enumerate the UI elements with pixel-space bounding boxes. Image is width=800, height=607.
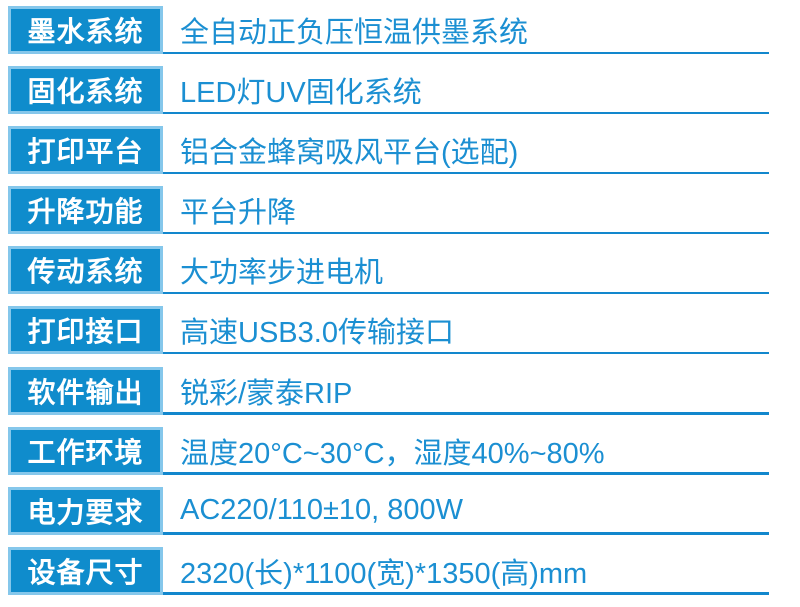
row-divider bbox=[163, 51, 769, 54]
spec-row-ink-system: 墨水系统 全自动正负压恒温供墨系统 bbox=[8, 6, 800, 66]
spec-row-software-output: 软件输出 锐彩/蒙泰RIP bbox=[8, 366, 800, 427]
spec-label: 工作环境 bbox=[8, 426, 163, 475]
spec-value: AC220/110±10, 800W bbox=[180, 494, 464, 527]
spec-label: 软件输出 bbox=[8, 366, 163, 415]
spec-row-print-interface: 打印接口 高速USB3.0传输接口 bbox=[8, 306, 800, 366]
row-divider bbox=[163, 412, 769, 415]
spec-label: 打印接口 bbox=[8, 306, 163, 355]
spec-table: 墨水系统 全自动正负压恒温供墨系统 固化系统 LED灯UV固化系统 打印平台 铝… bbox=[8, 6, 800, 607]
spec-value: 大功率步进电机 bbox=[180, 257, 384, 290]
spec-value: 铝合金蜂窝吸风平台(选配) bbox=[180, 137, 519, 170]
spec-row-working-environment: 工作环境 温度20°C~30°C，湿度40%~80% bbox=[8, 426, 800, 487]
spec-row-power-requirement: 电力要求 AC220/110±10, 800W bbox=[8, 486, 800, 547]
spec-value: 高速USB3.0传输接口 bbox=[180, 317, 454, 350]
spec-row-curing-system: 固化系统 LED灯UV固化系统 bbox=[8, 66, 800, 126]
row-divider bbox=[163, 111, 769, 115]
spec-value: 全自动正负压恒温供墨系统 bbox=[180, 17, 529, 49]
spec-value: 平台升降 bbox=[180, 197, 297, 230]
spec-row-drive-system: 传动系统 大功率步进电机 bbox=[8, 246, 800, 306]
spec-label: 电力要求 bbox=[8, 486, 163, 535]
spec-label: 升降功能 bbox=[8, 186, 163, 235]
spec-value: LED灯UV固化系统 bbox=[180, 77, 422, 110]
row-divider bbox=[163, 231, 769, 235]
row-divider bbox=[163, 532, 769, 535]
spec-value: 锐彩/蒙泰RIP bbox=[180, 377, 353, 410]
spec-value: 温度20°C~30°C，湿度40%~80% bbox=[180, 437, 605, 470]
spec-value: 2320(长)*1100(宽)*1350(高)mm bbox=[180, 557, 588, 590]
row-divider bbox=[163, 291, 769, 295]
spec-label: 打印平台 bbox=[8, 126, 163, 175]
spec-row-lift-function: 升降功能 平台升降 bbox=[8, 186, 800, 246]
spec-row-machine-dimensions: 设备尺寸 2320(长)*1100(宽)*1350(高)mm bbox=[8, 546, 800, 607]
spec-label: 墨水系统 bbox=[8, 6, 163, 54]
spec-label: 设备尺寸 bbox=[8, 546, 163, 595]
spec-label: 传动系统 bbox=[8, 246, 163, 295]
spec-label: 固化系统 bbox=[8, 66, 163, 115]
spec-row-print-platform: 打印平台 铝合金蜂窝吸风平台(选配) bbox=[8, 126, 800, 186]
row-divider bbox=[163, 171, 769, 175]
row-divider bbox=[163, 592, 769, 595]
row-divider bbox=[163, 351, 769, 355]
row-divider bbox=[163, 472, 769, 475]
